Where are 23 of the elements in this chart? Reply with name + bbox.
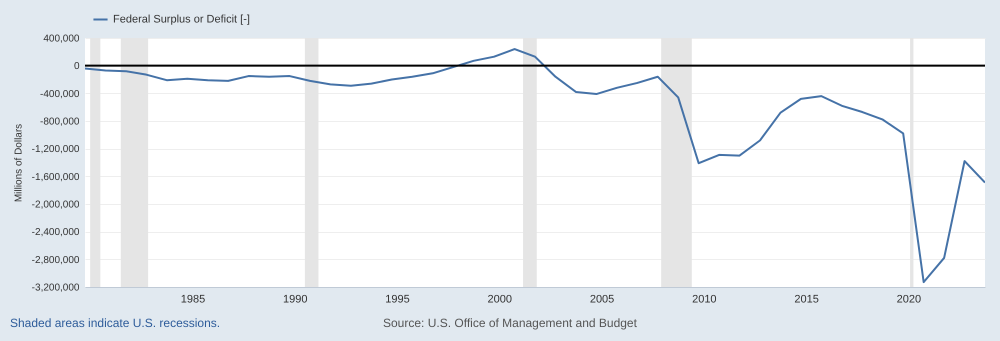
y-tick-label: 0 bbox=[74, 61, 80, 72]
source-note: Source: U.S. Office of Management and Budget bbox=[383, 316, 637, 330]
x-tick-label: 1985 bbox=[180, 294, 206, 306]
y-tick-label: -1,600,000 bbox=[32, 172, 80, 183]
x-tick-label: 2015 bbox=[794, 294, 819, 306]
y-tick-label: -800,000 bbox=[40, 116, 80, 128]
y-tick-label: -3,200,000 bbox=[32, 282, 80, 294]
y-tick-label: -1,200,000 bbox=[32, 144, 80, 156]
line-series bbox=[85, 48, 985, 284]
x-tick-label: 2005 bbox=[590, 294, 614, 306]
y-tick-label: -400,000 bbox=[40, 88, 80, 100]
x-tick-label: 1995 bbox=[385, 294, 410, 306]
x-tick-label: 2000 bbox=[488, 294, 512, 306]
y-tick-label: 400,000 bbox=[43, 34, 80, 44]
legend-label: Federal Surplus or Deficit [-] bbox=[113, 14, 250, 26]
y-axis-title: Millions of Dollars bbox=[14, 124, 25, 202]
x-tick-label: 1990 bbox=[282, 294, 308, 306]
y-tick-label: -2,800,000 bbox=[32, 254, 80, 266]
text: Shaded areas indicate U.S. recessions. bbox=[10, 316, 220, 330]
x-tick-label: 2010 bbox=[692, 294, 717, 306]
y-tick-label: -2,400,000 bbox=[32, 227, 80, 238]
y-tick-label: -2,000,000 bbox=[32, 200, 80, 210]
x-tick-label: 2020 bbox=[896, 294, 922, 306]
